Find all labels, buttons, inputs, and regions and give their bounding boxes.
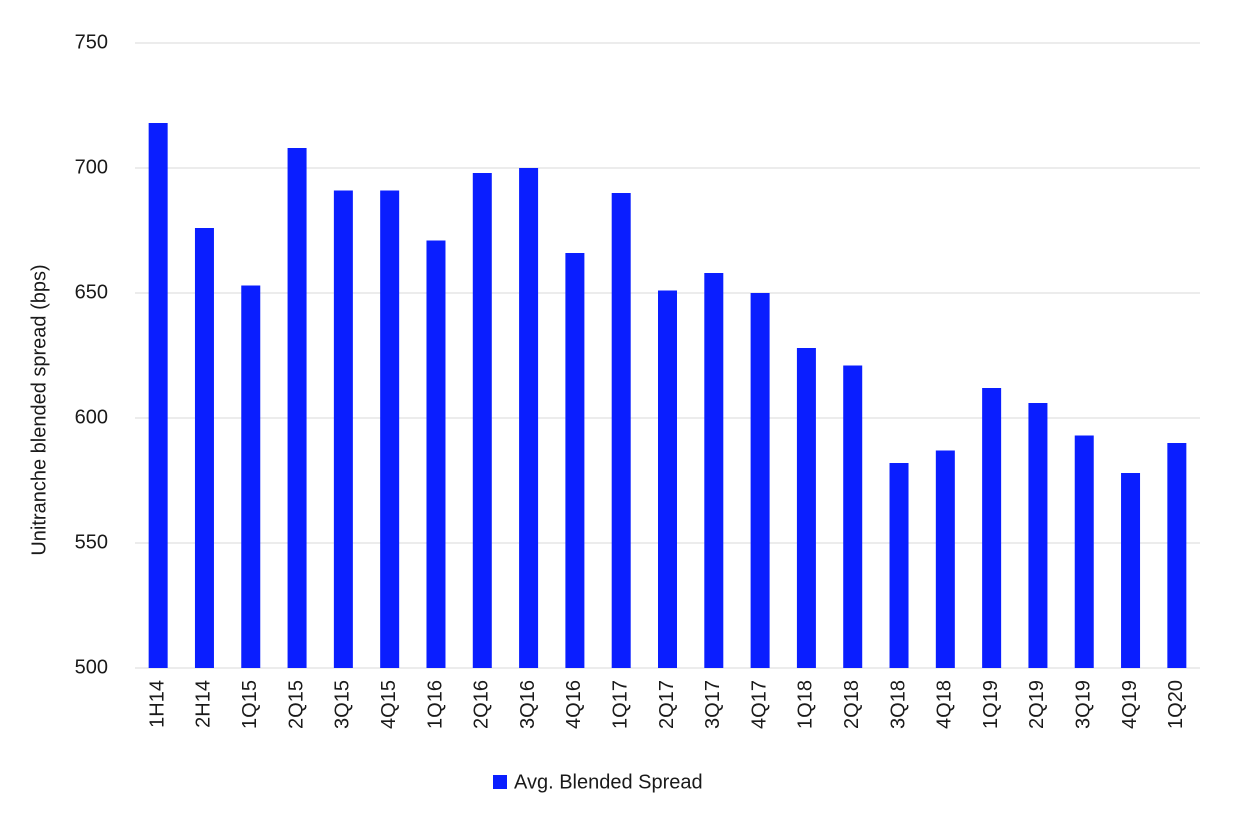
x-tick-label: 3Q17 <box>702 680 724 729</box>
y-tick-label: 650 <box>75 281 108 303</box>
x-tick-label: 2Q15 <box>285 680 307 729</box>
x-tick-label: 1Q18 <box>795 680 817 729</box>
x-tick-label: 1Q15 <box>239 680 261 729</box>
x-tick-label: 1H14 <box>146 680 168 728</box>
x-tick-label: 1Q17 <box>609 680 631 729</box>
bar <box>1121 473 1141 668</box>
x-tick-label: 4Q18 <box>934 680 956 729</box>
y-tick-label: 600 <box>75 406 108 428</box>
x-tick-label: 2Q19 <box>1026 680 1048 729</box>
bar <box>704 273 724 668</box>
bar <box>333 190 353 668</box>
bar <box>287 148 307 668</box>
x-tick-label: 4Q17 <box>748 680 770 729</box>
y-tick-label: 550 <box>75 531 108 553</box>
bar <box>148 123 168 668</box>
x-tick-label: 3Q18 <box>887 680 909 729</box>
bar <box>380 190 400 668</box>
x-tick-label: 1Q16 <box>424 680 446 729</box>
x-tick-label: 2Q17 <box>656 680 678 729</box>
bar <box>1028 403 1048 668</box>
bar <box>889 463 909 668</box>
x-tick-label: 3Q16 <box>517 680 539 729</box>
x-tick-label: 1Q20 <box>1165 680 1187 729</box>
bar <box>982 388 1002 668</box>
y-tick-label: 700 <box>75 156 108 178</box>
y-tick-label: 750 <box>75 31 108 53</box>
bar <box>565 253 585 668</box>
bar <box>426 240 446 668</box>
x-tick-label: 3Q15 <box>332 680 354 729</box>
bar <box>843 365 863 668</box>
x-tick-label: 4Q15 <box>378 680 400 729</box>
y-axis-title: Unitranche blended spread (bps) <box>28 264 50 555</box>
bar <box>611 193 631 668</box>
bar <box>750 293 770 668</box>
bar <box>472 173 492 668</box>
x-tick-label: 4Q16 <box>563 680 585 729</box>
bar <box>241 285 261 668</box>
y-tick-label: 500 <box>75 656 108 678</box>
legend-swatch <box>493 775 507 789</box>
bar <box>519 168 539 668</box>
x-tick-label: 2Q18 <box>841 680 863 729</box>
bar <box>935 450 955 668</box>
x-tick-label: 4Q19 <box>1119 680 1141 729</box>
x-tick-label: 2H14 <box>193 680 215 728</box>
x-tick-label: 3Q19 <box>1073 680 1095 729</box>
bar <box>194 228 214 668</box>
x-tick-label: 2Q16 <box>471 680 493 729</box>
bar <box>1167 443 1187 668</box>
bar <box>658 290 677 668</box>
x-tick-label: 1Q19 <box>980 680 1002 729</box>
bar <box>1074 435 1094 668</box>
legend-label: Avg. Blended Spread <box>514 771 703 793</box>
bar <box>796 348 816 668</box>
